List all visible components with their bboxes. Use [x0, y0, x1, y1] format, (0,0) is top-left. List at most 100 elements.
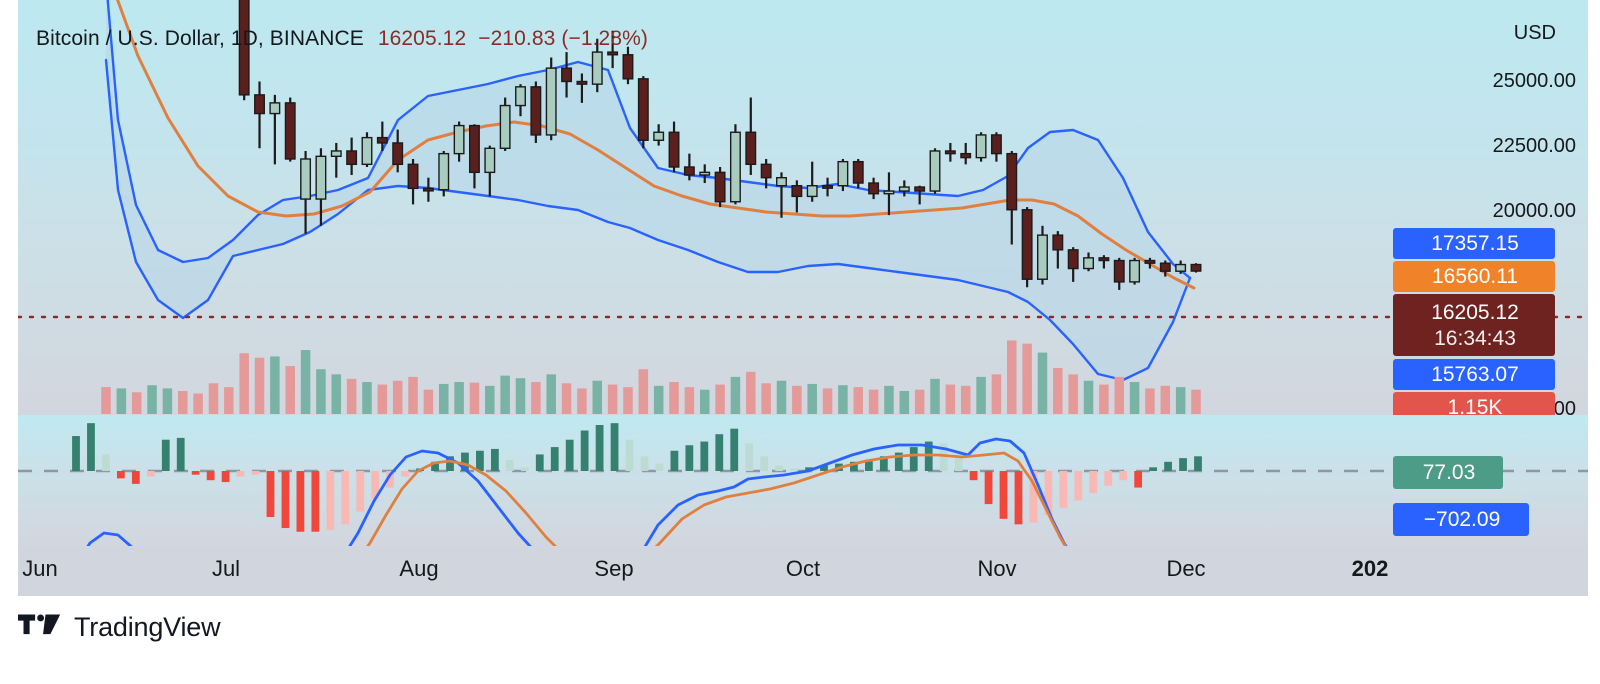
volume-bar: [699, 389, 710, 414]
candle-body: [791, 185, 803, 198]
volume-bar: [607, 384, 618, 414]
price-axis-tick-clipped: 00: [1553, 398, 1576, 420]
macd-histogram-bar: [1119, 471, 1128, 481]
badge-bollinger-lower-value: 15763.07: [1431, 363, 1519, 386]
badge-last-price-value: 16205.12: [1431, 300, 1519, 324]
candle-body: [1098, 257, 1110, 262]
volume-bar: [1053, 367, 1063, 414]
badge-bollinger-lower[interactable]: 15763.07: [1393, 359, 1555, 390]
volume-bar: [638, 369, 649, 414]
macd-histogram-bar: [700, 441, 709, 471]
volume-bar: [331, 374, 342, 414]
time-axis[interactable]: [18, 546, 1588, 596]
candle-body: [868, 182, 880, 195]
volume-bar: [746, 371, 756, 414]
time-label-jun: Jun: [22, 556, 58, 581]
volume-bar: [116, 388, 127, 414]
macd-histogram-bar: [715, 434, 724, 471]
candle-body: [653, 131, 665, 141]
volume-bar: [392, 380, 403, 414]
macd-histogram-bar: [655, 463, 664, 471]
macd-histogram-bar: [909, 447, 918, 471]
badge-macd-value-text: −702.09: [1423, 508, 1501, 531]
candle-body: [438, 152, 450, 191]
macd-histogram-bar: [176, 437, 185, 471]
macd-histogram-bar: [326, 471, 335, 530]
macd-histogram-bar: [490, 448, 499, 471]
macd-histogram-bar: [356, 471, 365, 512]
badge-bollinger-upper[interactable]: 17357.15: [1393, 228, 1555, 259]
macd-histogram-bar: [146, 471, 155, 477]
badge-moving-average[interactable]: 16560.11: [1393, 261, 1555, 292]
macd-histogram-bar: [476, 450, 484, 471]
candle-body: [1037, 234, 1048, 280]
time-label-aug: Aug: [399, 556, 439, 581]
macd-histogram-bar: [580, 430, 589, 471]
volume-bar: [730, 376, 741, 414]
candle-body: [990, 134, 1002, 155]
price-axis-tick-25000: 25000.00: [1492, 70, 1576, 92]
badge-macd-signal[interactable]: 77.03: [1393, 456, 1503, 489]
volume-bar: [868, 389, 879, 414]
chart-frame[interactable]: Bitcoin / U.S. Dollar, 1D, BINANCE 16205.…: [18, 0, 1588, 596]
time-label-dec: Dec: [1166, 556, 1206, 581]
candle-body: [960, 152, 972, 159]
macd-histogram-bar: [191, 471, 200, 475]
candle-body: [806, 185, 818, 198]
volume-bar: [485, 385, 495, 414]
volume-bar: [1083, 380, 1094, 414]
macd-histogram-bar: [296, 471, 305, 532]
candle-body: [530, 86, 542, 136]
macd-histogram-bar: [999, 471, 1008, 519]
volume-bar: [792, 385, 802, 414]
price-axis[interactable]: [1588, 0, 1600, 596]
candle-body: [975, 134, 987, 159]
volume-bar: [669, 382, 679, 414]
time-label-nov: Nov: [977, 556, 1017, 581]
volume-bar: [300, 350, 311, 414]
candle-body: [453, 124, 465, 155]
badge-volume[interactable]: 1.15K: [1393, 392, 1555, 415]
volume-bar: [807, 383, 817, 414]
badge-macd-value[interactable]: −702.09: [1393, 503, 1529, 536]
volume-bar: [776, 380, 787, 414]
volume-bar: [684, 387, 695, 414]
macd-pane[interactable]: [18, 415, 1588, 546]
volume-bar: [1022, 343, 1032, 414]
legend-change: −210.83 (−1.28%): [478, 27, 648, 50]
volume-bar: [208, 383, 219, 414]
bollinger-band-fill: [106, 0, 1190, 380]
macd-histogram-bar: [864, 459, 873, 471]
volume-bar: [577, 388, 587, 414]
macd-histogram-bar: [1164, 461, 1172, 471]
macd-histogram-bar: [1089, 471, 1098, 494]
price-pane[interactable]: Bitcoin / U.S. Dollar, 1D, BINANCE 16205.…: [18, 0, 1588, 415]
macd-histogram-bar: [745, 443, 754, 471]
volume-bar: [531, 382, 541, 414]
candle-body: [607, 51, 619, 56]
badge-last-price[interactable]: 16205.12 16:34:43: [1393, 294, 1555, 356]
symbol-title: Bitcoin / U.S. Dollar, 1D, BINANCE: [36, 27, 364, 50]
badge-volume-value: 1.15K: [1447, 396, 1503, 415]
candle-body: [269, 102, 281, 115]
time-label-year: 202: [1351, 556, 1389, 581]
badge-volume-clip: 1.15K: [1393, 392, 1555, 415]
volume-bar: [377, 384, 388, 414]
candle-body: [637, 78, 649, 141]
volume-bar: [853, 387, 864, 414]
candle-body: [315, 155, 327, 200]
volume-bar: [270, 356, 280, 414]
volume-bar: [224, 387, 234, 414]
volume-bar: [930, 378, 940, 414]
macd-histogram-bar: [894, 452, 903, 471]
price-plot: [18, 0, 1588, 414]
macd-histogram-bar: [730, 428, 739, 471]
volume-bar: [131, 392, 142, 414]
symbol-legend: Bitcoin / U.S. Dollar, 1D, BINANCE 16205.…: [36, 27, 648, 51]
macd-histogram-bar: [625, 439, 634, 471]
macd-histogram-bar: [850, 461, 858, 471]
macd-histogram-bar: [1059, 471, 1068, 508]
macd-histogram-bar: [221, 471, 230, 483]
legend-last-price: 16205.12: [377, 27, 467, 50]
